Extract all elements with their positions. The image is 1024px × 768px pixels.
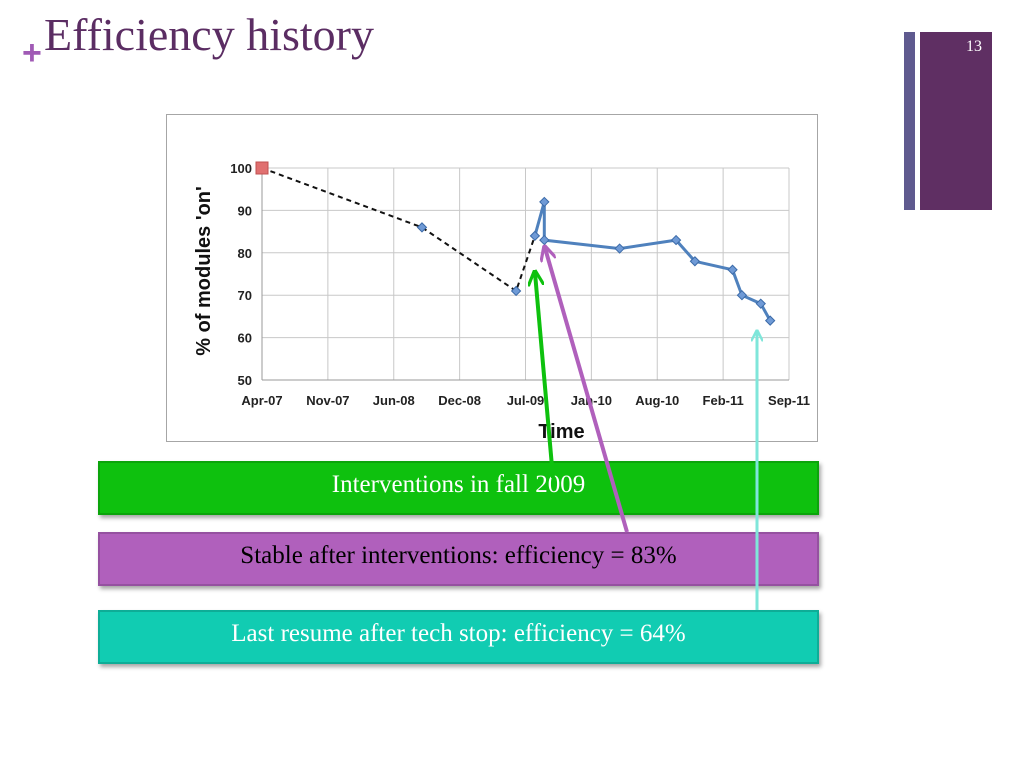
- slide-number-panel: 13: [920, 32, 992, 210]
- chart-frame: 50 60 70 80 90 100 Apr-07 Nov-07 Jun-08 Dec-08 Jul…: [166, 114, 818, 443]
- y-tick-label: 50: [238, 373, 252, 388]
- slide-number: 13: [966, 38, 982, 55]
- efficiency-chart: 50 60 70 80 90 100 Apr-07 Nov-07 Jun-08 Dec-08 Jul…: [193, 161, 810, 443]
- x-tick-label: Jun-08: [373, 393, 415, 408]
- y-tick-label: 90: [238, 203, 252, 218]
- accent-bar: [904, 32, 915, 210]
- y-tick-label: 60: [238, 331, 252, 346]
- callout-stable-text: Stable after interventions: efficiency =…: [240, 542, 677, 569]
- callout-last-resume-text: Last resume after tech stop: efficiency …: [231, 620, 686, 647]
- x-tick-label: Aug-10: [635, 393, 679, 408]
- data-point-marker: [416, 222, 428, 233]
- y-tick-label: 70: [238, 288, 252, 303]
- data-point-marker: [614, 243, 625, 254]
- data-point-marker: [510, 285, 522, 297]
- y-tick-label: 100: [230, 161, 252, 176]
- plus-icon: +: [22, 34, 42, 72]
- y-axis-title: % of modules 'on': [193, 186, 215, 356]
- data-point-marker: [736, 289, 748, 301]
- callout-interventions: Interventions in fall 2009: [98, 461, 819, 515]
- x-tick-label: Dec-08: [438, 393, 481, 408]
- callout-last-resume: Last resume after tech stop: efficiency …: [98, 610, 819, 664]
- series-line-solid: [533, 201, 772, 322]
- callout-stable: Stable after interventions: efficiency =…: [98, 532, 819, 586]
- x-tick-label: Apr-07: [241, 393, 282, 408]
- data-point-marker: [764, 315, 776, 326]
- x-tick-label: Nov-07: [306, 393, 349, 408]
- slide-title: Efficiency history: [44, 9, 374, 60]
- x-axis-title: Time: [538, 421, 584, 443]
- data-point-marker: [539, 196, 550, 208]
- x-tick-label: Sep-11: [768, 393, 810, 408]
- x-tick-label: Feb-11: [703, 393, 744, 408]
- data-point-marker: [255, 161, 269, 175]
- data-point-marker: [727, 264, 738, 275]
- data-point-marker: [755, 298, 766, 309]
- data-point-marker: [670, 234, 682, 246]
- series-line-dashed: [261, 167, 536, 293]
- callout-interventions-text: Interventions in fall 2009: [331, 471, 586, 498]
- data-point-marker: [689, 256, 701, 267]
- x-tick-label: Jan-10: [571, 393, 612, 408]
- x-tick-label: Jul-09: [507, 393, 545, 408]
- y-tick-label: 80: [238, 246, 252, 261]
- data-point-marker: [539, 234, 550, 246]
- data-point-marker: [529, 230, 541, 242]
